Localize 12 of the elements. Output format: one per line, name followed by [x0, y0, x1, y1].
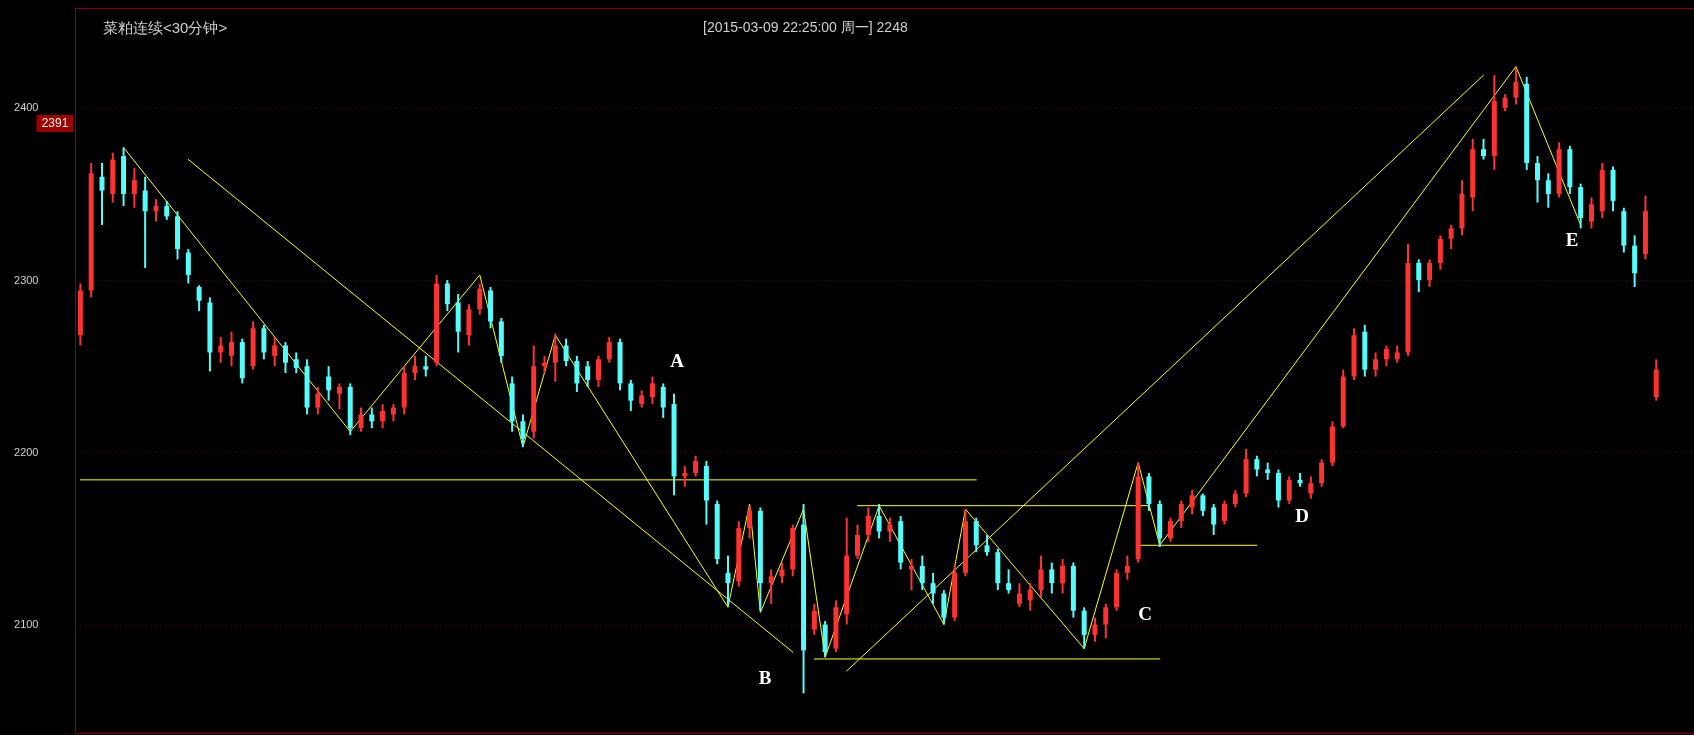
annotation: E: [1565, 229, 1579, 250]
annotation: D: [1295, 505, 1309, 526]
y-tick-label: 2200: [14, 445, 39, 458]
text: [2015-03-09 22:25:00 周一] 2248: [703, 19, 908, 35]
annotation: C: [1138, 603, 1152, 624]
text: 菜粕连续<30分钟>: [103, 19, 228, 36]
y-tick-label: 2300: [14, 273, 39, 286]
annotation: 2391: [41, 116, 69, 131]
y-tick-label: 2400: [14, 101, 39, 114]
annotation: B: [758, 667, 772, 688]
y-tick-label: 2100: [14, 618, 39, 631]
annotation: A: [670, 350, 685, 371]
